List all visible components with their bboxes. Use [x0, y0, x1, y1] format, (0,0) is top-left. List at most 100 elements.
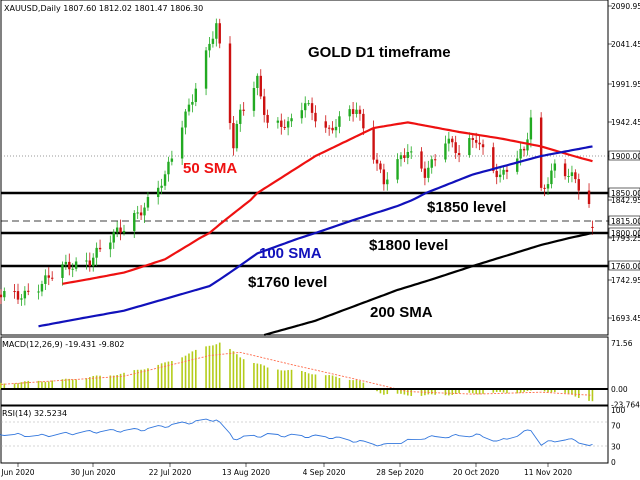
candle-body: [362, 113, 365, 129]
candle-body: [570, 172, 574, 176]
candle: [259, 69, 262, 100]
candle-body: [283, 126, 286, 128]
candle-body: [218, 23, 221, 44]
candle: [427, 160, 430, 183]
candle-body: [591, 226, 594, 228]
candle: [232, 115, 235, 156]
candle-body: [410, 151, 413, 153]
candle: [64, 254, 68, 270]
candle-body: [71, 268, 74, 270]
candle: [44, 269, 47, 290]
date-tick-label: 4 Sep 2020: [303, 468, 346, 477]
price-level-box: [608, 150, 640, 161]
macd-tick-label: 0.00: [611, 385, 628, 394]
candle: [139, 205, 143, 220]
candle-body: [310, 103, 314, 113]
candle-body: [170, 158, 174, 162]
candle: [348, 105, 351, 121]
candle-body: [550, 170, 553, 185]
candle: [85, 252, 88, 270]
candle-body: [574, 172, 577, 180]
candle: [550, 163, 553, 189]
candle-body: [546, 184, 550, 189]
candle: [0, 289, 3, 305]
candle: [529, 109, 533, 148]
candle-body: [300, 110, 304, 119]
price-tick-label: 1800.00: [611, 229, 640, 238]
candle-body: [457, 153, 461, 156]
price-tick-label: 1850.00: [611, 189, 640, 198]
candle: [239, 104, 242, 132]
candle-body: [184, 111, 187, 128]
candle-body: [98, 247, 102, 250]
price-tick-label: 2041.45: [611, 40, 640, 49]
candle-body: [259, 75, 262, 97]
candle-body: [256, 75, 259, 88]
candle-body: [163, 174, 167, 186]
candlesticks: [0, 18, 594, 306]
candle: [256, 73, 259, 96]
candle: [266, 109, 269, 129]
candle: [167, 156, 170, 182]
rsi-label: RSI(14) 32.5234: [2, 409, 67, 418]
candle-body: [433, 159, 437, 161]
candle-body: [396, 159, 399, 180]
candle: [324, 115, 327, 133]
candle-body: [454, 142, 457, 154]
candle: [283, 119, 286, 131]
candle: [252, 81, 256, 117]
candle-body: [471, 138, 474, 141]
candle-body: [447, 138, 451, 144]
candle-body: [13, 291, 16, 293]
candle-body: [37, 291, 40, 293]
candle-body: [492, 147, 495, 171]
candle-body: [423, 168, 427, 178]
price-level-box: [608, 227, 640, 238]
candle: [423, 161, 427, 186]
candle-body: [232, 123, 235, 149]
candle: [433, 154, 437, 167]
candle-body: [252, 87, 256, 111]
symbol-header: XAUUSD,Daily 1807.60 1812.02 1801.47 180…: [4, 4, 203, 13]
candle: [375, 153, 379, 171]
price-tick-label: 1742.95: [611, 276, 640, 285]
sma50-annotation: 50 SMA: [183, 160, 237, 177]
candle: [170, 150, 174, 166]
candle-body: [95, 247, 98, 258]
candle-body: [143, 207, 146, 216]
candle-body: [68, 261, 71, 270]
candle-body: [451, 138, 454, 143]
candle-body: [191, 101, 194, 105]
candle: [304, 96, 307, 118]
candle: [355, 102, 358, 118]
candle: [61, 261, 64, 286]
candle-body: [403, 155, 406, 159]
candle: [143, 202, 146, 223]
sma-line-50: [62, 121, 593, 285]
candle: [444, 135, 447, 163]
rsi-panel-frame: [0, 405, 609, 464]
candle: [74, 257, 78, 272]
candle: [577, 173, 580, 200]
candle: [468, 132, 471, 158]
price-tick-label: 1842.95: [611, 196, 640, 205]
candle: [290, 113, 293, 127]
macd-panel-frame: [0, 336, 609, 406]
candle: [276, 117, 280, 129]
candle-body: [522, 148, 526, 151]
candle: [351, 101, 355, 122]
candle-body: [112, 232, 115, 243]
candle: [327, 124, 331, 136]
candle-body: [187, 104, 191, 112]
candle: [300, 102, 304, 124]
candle: [98, 239, 102, 253]
candle-body: [85, 260, 88, 262]
candle-body: [215, 23, 218, 39]
date-tick-label: 11 Nov 2020: [524, 468, 572, 477]
macd-histogram: [0, 342, 594, 402]
candle: [338, 111, 341, 134]
candle-body: [358, 109, 362, 114]
candle: [68, 253, 71, 276]
candle-body: [235, 123, 239, 149]
macd-panel: 71.56 0.00 -23.764 MACD(12,26,9) -19.431 -…: [0, 336, 640, 409]
